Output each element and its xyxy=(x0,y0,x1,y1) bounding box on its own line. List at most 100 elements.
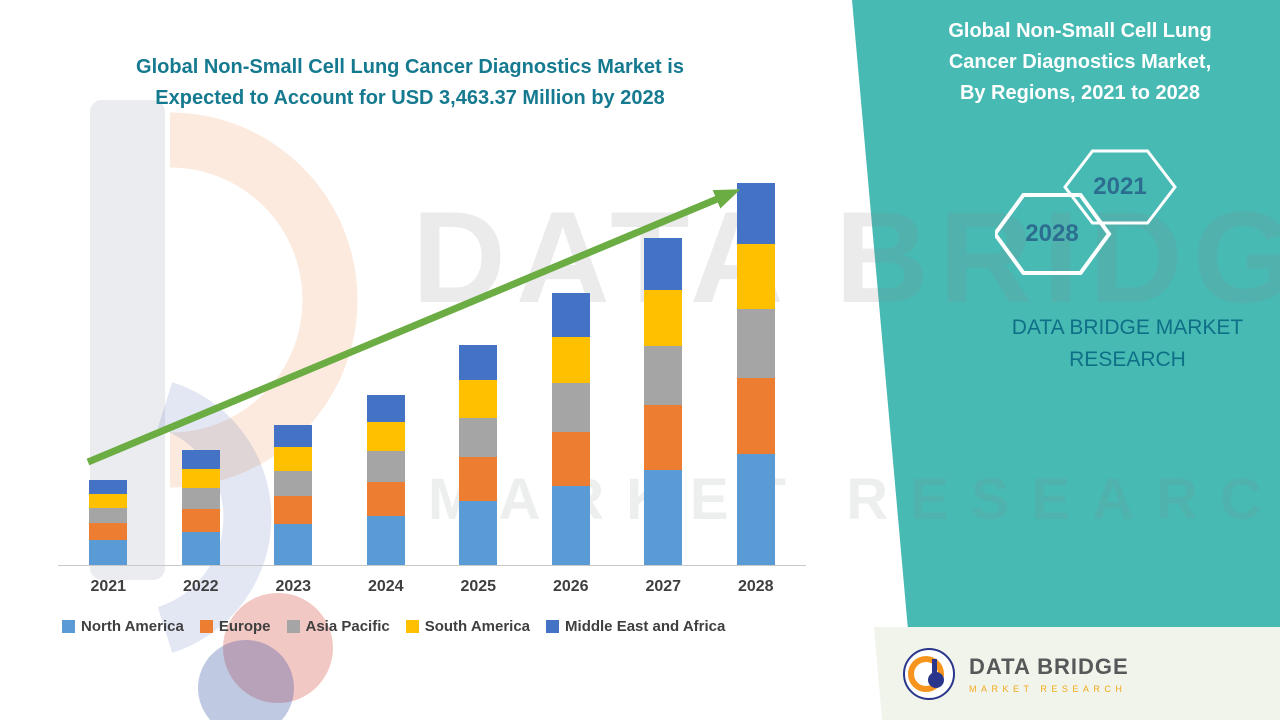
bar-segment-europe xyxy=(366,481,405,516)
panel-title-line1: Global Non-Small Cell Lung xyxy=(948,20,1212,42)
brand-logo-icon xyxy=(903,647,955,700)
bar-column-2021 xyxy=(62,175,155,565)
bar-segment-europe xyxy=(89,523,128,541)
hexagon-2021 xyxy=(1063,149,1177,225)
legend-label: South America xyxy=(424,618,531,635)
x-axis-label-2022: 2022 xyxy=(182,578,219,595)
legend-swatch xyxy=(286,620,300,633)
bar-segment-middle-east-and-africa xyxy=(366,394,405,422)
stacked-bar-2022 xyxy=(181,450,220,565)
legend-swatch xyxy=(62,620,75,633)
bar-segment-south-america xyxy=(736,244,775,310)
x-axis-label-2024: 2024 xyxy=(367,578,404,595)
bar-segment-south-america xyxy=(366,421,405,451)
panel-brand-text: DATA BRIDGE MARKET RESEARCH xyxy=(1011,316,1244,371)
legend-item-asia-pacific: Asia Pacific xyxy=(286,618,390,635)
bar-segment-south-america xyxy=(89,493,128,509)
bar-segment-north-america xyxy=(181,531,220,565)
bar-column-2027 xyxy=(617,175,710,565)
bar-column-2023 xyxy=(247,175,340,565)
legend-label: Middle East and Africa xyxy=(565,618,726,635)
stacked-bar-2025 xyxy=(459,344,498,565)
x-axis-label-2023: 2023 xyxy=(275,578,312,595)
legend-swatch xyxy=(405,620,419,633)
bar-segment-asia-pacific xyxy=(366,450,405,482)
chart-title-line2: Expected to Account for USD 3,463.37 Mil… xyxy=(155,87,665,109)
legend-item-middle-east-and-africa: Middle East and Africa xyxy=(546,618,725,635)
brand-logo-text: DATA BRIDGE MARKET RESEARCH xyxy=(969,654,1129,694)
chart-title-line1: Global Non-Small Cell Lung Cancer Diagno… xyxy=(136,56,684,78)
bar-column-2022 xyxy=(155,175,248,565)
bar-segment-europe xyxy=(459,457,498,502)
bar-segment-asia-pacific xyxy=(89,508,128,524)
bar-segment-south-america xyxy=(551,336,590,383)
legend-swatch xyxy=(199,620,213,633)
x-axis-label-2028: 2028 xyxy=(737,578,774,595)
x-axis-line xyxy=(58,565,806,566)
stacked-bar-2028 xyxy=(736,183,775,565)
hexagon-year-2021: 2021 xyxy=(1093,173,1147,200)
bar-column-2028 xyxy=(710,175,803,565)
bar-segment-europe xyxy=(551,431,590,487)
bar-segment-asia-pacific xyxy=(644,345,683,405)
chart-area: 2021 2022 2023 2024 2025 2026 2027 2028 xyxy=(58,175,806,595)
x-axis-labels: 2021 2022 2023 2024 2025 2026 2027 2028 xyxy=(62,578,802,596)
legend-label: North America xyxy=(81,618,184,635)
hexagon-outlines xyxy=(992,149,1177,275)
bar-segment-europe xyxy=(274,496,313,525)
bar-segment-north-america xyxy=(89,540,128,565)
stacked-bar-2023 xyxy=(274,424,313,565)
brand-logo-tagline: MARKET RESEARCH xyxy=(969,683,1127,694)
bar-segment-europe xyxy=(644,404,683,471)
panel-title-line2: Cancer Diagnostics Market, xyxy=(948,51,1212,73)
chart-legend: North America Europe Asia Pacific South Ame… xyxy=(62,618,852,635)
brand-logo-name: DATA BRIDGE xyxy=(969,653,1129,679)
hexagon-year-2028: 2028 xyxy=(1025,220,1079,247)
bar-segment-asia-pacific xyxy=(551,382,590,432)
bar-segment-north-america xyxy=(644,470,683,565)
bar-segment-asia-pacific xyxy=(459,417,498,458)
bar-column-2025 xyxy=(432,175,525,565)
x-axis-label-2025: 2025 xyxy=(460,578,497,595)
legend-item-europe: Europe xyxy=(199,618,271,635)
stacked-bars xyxy=(62,175,802,565)
bar-segment-middle-east-and-africa xyxy=(459,344,498,381)
bar-segment-europe xyxy=(181,508,220,532)
bar-segment-asia-pacific xyxy=(274,471,313,497)
bar-segment-europe xyxy=(736,377,775,455)
bar-segment-asia-pacific xyxy=(736,309,775,378)
x-axis-label-2026: 2026 xyxy=(552,578,589,595)
bar-segment-middle-east-and-africa xyxy=(181,450,220,469)
bar-segment-south-america xyxy=(459,380,498,418)
panel-title: Global Non-Small Cell Lung Cancer Diagno… xyxy=(920,16,1240,109)
year-hexagons: 2021 2028 xyxy=(992,142,1185,287)
brand-logo-box: DATA BRIDGE MARKET RESEARCH xyxy=(874,627,1280,720)
bar-segment-north-america xyxy=(736,454,775,565)
bar-segment-middle-east-and-africa xyxy=(89,480,128,494)
legend-label: Europe xyxy=(218,618,271,635)
x-axis-label-2021: 2021 xyxy=(90,578,127,595)
bar-column-2024 xyxy=(340,175,433,565)
chart-title: Global Non-Small Cell Lung Cancer Diagno… xyxy=(60,52,760,114)
stacked-bar-2026 xyxy=(551,293,590,565)
stacked-bar-2024 xyxy=(366,394,405,565)
bar-segment-middle-east-and-africa xyxy=(551,293,590,337)
x-axis-label-2027: 2027 xyxy=(645,578,682,595)
bar-segment-south-america xyxy=(644,290,683,346)
bar-segment-north-america xyxy=(459,501,498,565)
bar-segment-north-america xyxy=(366,515,405,565)
legend-item-south-america: South America xyxy=(405,618,531,635)
bar-segment-asia-pacific xyxy=(181,488,220,509)
bar-segment-south-america xyxy=(274,447,313,472)
legend-item-north-america: North America xyxy=(62,618,184,635)
panel-title-line3: By Regions, 2021 to 2028 xyxy=(959,82,1201,104)
bar-segment-middle-east-and-africa xyxy=(736,183,775,245)
stacked-bar-2027 xyxy=(644,237,683,565)
stacked-bar-2021 xyxy=(89,480,128,565)
bar-column-2026 xyxy=(525,175,618,565)
bar-segment-middle-east-and-africa xyxy=(644,237,683,291)
bar-segment-north-america xyxy=(274,524,313,565)
bar-segment-north-america xyxy=(551,486,590,565)
